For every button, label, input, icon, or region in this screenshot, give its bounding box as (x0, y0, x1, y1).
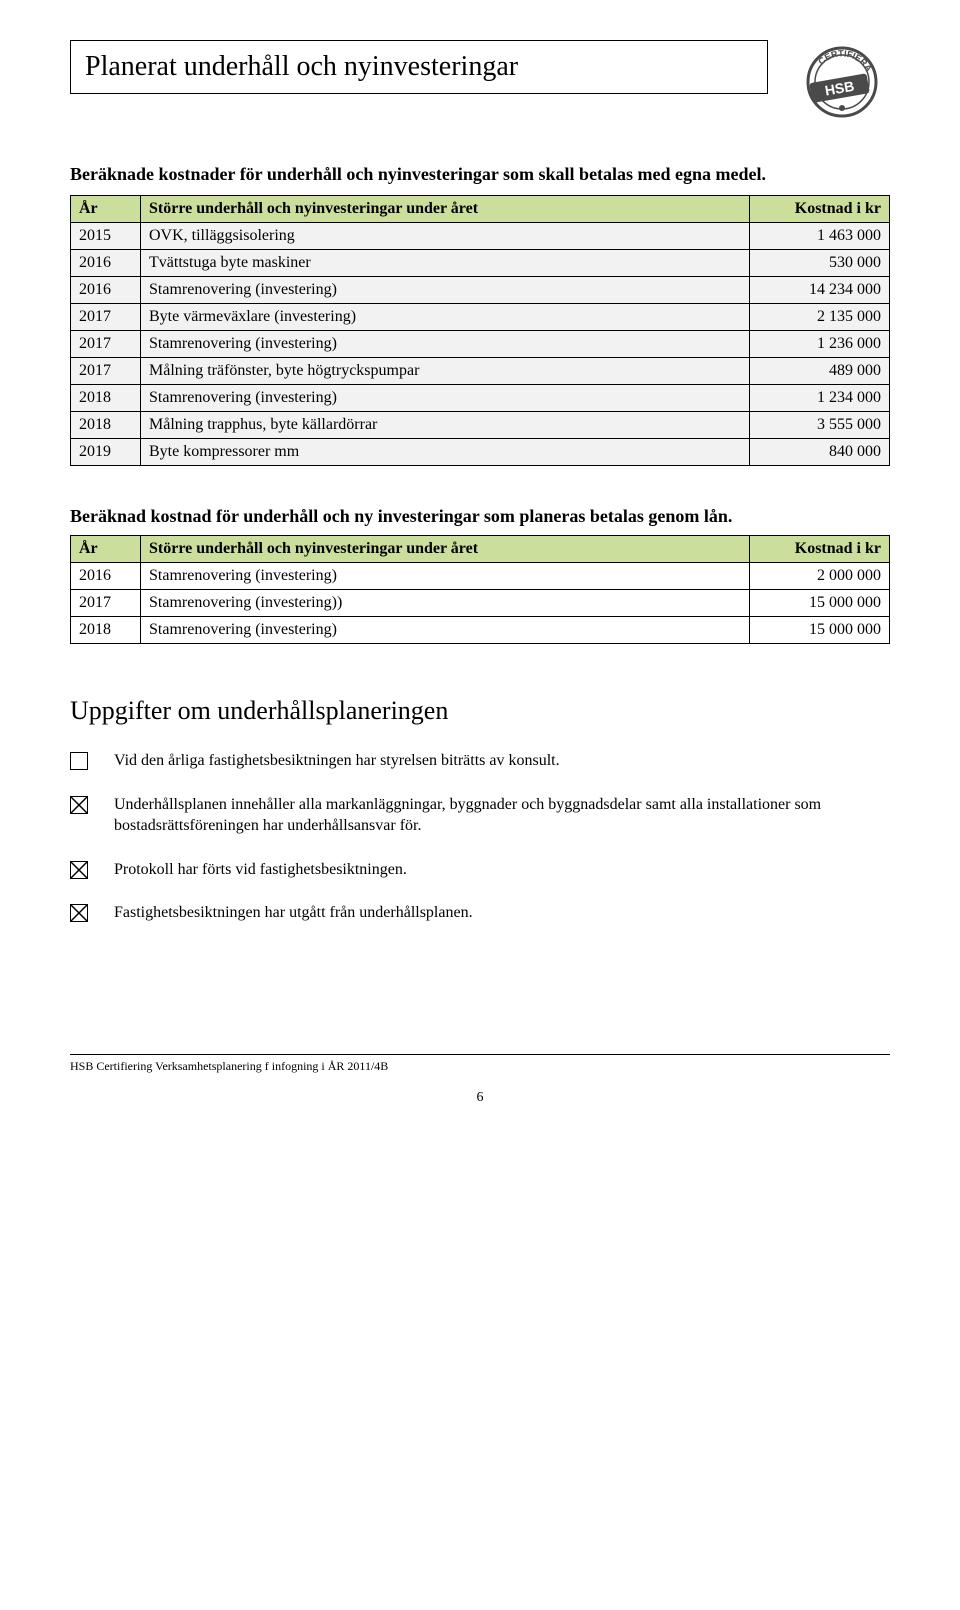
cell-year: 2016 (71, 563, 141, 590)
col-year: År (71, 196, 141, 223)
checklist-text: Vid den årliga fastighetsbesiktningen ha… (114, 750, 890, 772)
cell-cost: 14 234 000 (750, 277, 890, 304)
table-row: 2018Målning trapphus, byte källardörrar3… (71, 412, 890, 439)
col-cost: Kostnad i kr (750, 196, 890, 223)
col-desc: Större underhåll och nyinvesteringar und… (141, 196, 750, 223)
cell-cost: 15 000 000 (750, 617, 890, 644)
cost-table-loans: År Större underhåll och nyinvesteringar … (70, 535, 890, 644)
cell-year: 2017 (71, 304, 141, 331)
checklist-item: Underhållsplanen innehåller alla markanl… (70, 794, 890, 837)
table-row: 2019Byte kompressorer mm840 000 (71, 439, 890, 466)
cell-desc: Tvättstuga byte maskiner (141, 250, 750, 277)
table-row: 2017Stamrenovering (investering))15 000 … (71, 590, 890, 617)
col-year: År (71, 536, 141, 563)
checklist-text: Protokoll har förts vid fastighetsbesikt… (114, 859, 890, 881)
intro-text: Beräknade kostnader för underhåll och ny… (70, 164, 890, 185)
page-number: 6 (70, 1090, 890, 1106)
table-row: 2017Byte värmeväxlare (investering)2 135… (71, 304, 890, 331)
cell-desc: Stamrenovering (investering) (141, 331, 750, 358)
cell-desc: Stamrenovering (investering) (141, 385, 750, 412)
cell-year: 2018 (71, 385, 141, 412)
cell-cost: 15 000 000 (750, 590, 890, 617)
cell-desc: Byte värmeväxlare (investering) (141, 304, 750, 331)
title-row: Planerat underhåll och nyinvesteringar C… (70, 40, 890, 120)
cell-cost: 3 555 000 (750, 412, 890, 439)
cell-cost: 1 234 000 (750, 385, 890, 412)
cell-cost: 840 000 (750, 439, 890, 466)
table-row: 2017Stamrenovering (investering)1 236 00… (71, 331, 890, 358)
table-row: 2015OVK, tilläggsisolering1 463 000 (71, 223, 890, 250)
cell-year: 2018 (71, 412, 141, 439)
cell-cost: 489 000 (750, 358, 890, 385)
checklist-text: Fastighetsbesiktningen har utgått från u… (114, 902, 890, 924)
cell-desc: OVK, tilläggsisolering (141, 223, 750, 250)
loan-section-heading: Beräknad kostnad för underhåll och ny in… (70, 506, 890, 527)
maintenance-planning-heading: Uppgifter om underhållsplaneringen (70, 696, 890, 726)
checklist-item: Fastighetsbesiktningen har utgått från u… (70, 902, 890, 924)
checkbox-unchecked-icon (70, 752, 88, 770)
cell-desc: Målning träfönster, byte högtryckspumpar (141, 358, 750, 385)
svg-text:CERTIFIERAD: CERTIFIERAD (780, 40, 874, 74)
cell-year: 2017 (71, 331, 141, 358)
cell-desc: Stamrenovering (investering) (141, 617, 750, 644)
cell-desc: Stamrenovering (investering) (141, 277, 750, 304)
cell-cost: 2 000 000 (750, 563, 890, 590)
cell-cost: 1 463 000 (750, 223, 890, 250)
cost-table-own-funds: År Större underhåll och nyinvesteringar … (70, 195, 890, 466)
cell-cost: 530 000 (750, 250, 890, 277)
cell-desc: Stamrenovering (investering) (141, 563, 750, 590)
table-row: 2016Stamrenovering (investering)2 000 00… (71, 563, 890, 590)
table-row: 2018Stamrenovering (investering)1 234 00… (71, 385, 890, 412)
checklist: Vid den årliga fastighetsbesiktningen ha… (70, 750, 890, 924)
checklist-text: Underhållsplanen innehåller alla markanl… (114, 794, 890, 837)
checkbox-checked-icon (70, 796, 88, 814)
cell-desc: Byte kompressorer mm (141, 439, 750, 466)
table-row: 2017Målning träfönster, byte högtryckspu… (71, 358, 890, 385)
table-row: 2016Tvättstuga byte maskiner530 000 (71, 250, 890, 277)
cell-desc: Målning trapphus, byte källardörrar (141, 412, 750, 439)
checkbox-checked-icon (70, 904, 88, 922)
page-title: Planerat underhåll och nyinvesteringar (70, 40, 768, 94)
cell-desc: Stamrenovering (investering)) (141, 590, 750, 617)
cell-year: 2015 (71, 223, 141, 250)
table-row: 2016Stamrenovering (investering)14 234 0… (71, 277, 890, 304)
cell-year: 2018 (71, 617, 141, 644)
checklist-item: Protokoll har förts vid fastighetsbesikt… (70, 859, 890, 881)
cell-year: 2019 (71, 439, 141, 466)
checkbox-checked-icon (70, 861, 88, 879)
cell-cost: 2 135 000 (750, 304, 890, 331)
cell-year: 2017 (71, 590, 141, 617)
cell-year: 2016 (71, 277, 141, 304)
col-desc: Större underhåll och nyinvesteringar und… (141, 536, 750, 563)
footer-text: HSB Certifiering Verksamhetsplanering f … (70, 1054, 890, 1074)
checklist-item: Vid den årliga fastighetsbesiktningen ha… (70, 750, 890, 772)
cell-year: 2017 (71, 358, 141, 385)
col-cost: Kostnad i kr (750, 536, 890, 563)
cell-cost: 1 236 000 (750, 331, 890, 358)
certification-stamp: CERTIFIERAD HSB (780, 40, 890, 120)
cell-year: 2016 (71, 250, 141, 277)
table-row: 2018Stamrenovering (investering)15 000 0… (71, 617, 890, 644)
